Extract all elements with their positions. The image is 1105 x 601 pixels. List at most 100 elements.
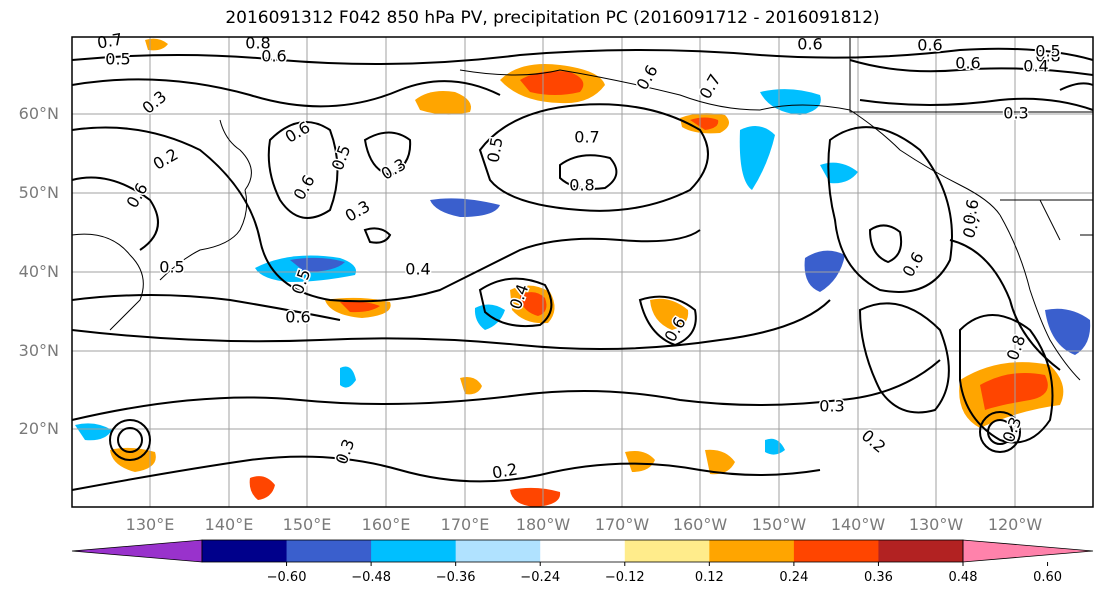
pv-contour — [478, 103, 709, 212]
lat-lon-grid — [72, 37, 1093, 507]
contour-label: 0.6 — [899, 249, 928, 281]
precip-positive-area — [145, 38, 168, 51]
contour-label: 0.3 — [378, 155, 410, 184]
pv-contour — [868, 224, 903, 264]
pv-contours — [71, 47, 1094, 491]
colorbar-segment — [709, 540, 795, 562]
pv-contour — [363, 131, 412, 177]
precip-positive-area — [340, 301, 380, 313]
precip-positive-area — [705, 449, 735, 475]
precip-positive-area — [980, 372, 1048, 410]
pv-contour — [117, 427, 143, 453]
contour-label: 0.6 — [123, 180, 152, 212]
contour-label: 0.3 — [342, 197, 374, 226]
coastline — [759, 104, 1001, 216]
contour-label: 0.3 — [139, 87, 171, 118]
colorbar-tick-label: 0.36 — [863, 570, 893, 585]
contour-label: 0.6 — [633, 62, 662, 94]
precip-positive-area — [520, 292, 547, 316]
precip-negative-area — [474, 304, 505, 330]
pv-contour — [559, 154, 618, 190]
longitude-label: 180°W — [515, 515, 571, 534]
pv-contour — [849, 59, 1094, 76]
pv-contour — [71, 176, 159, 251]
longitude-label: 120°W — [987, 515, 1043, 534]
contour-label: 0.6 — [797, 35, 822, 54]
colorbar-segment — [371, 540, 457, 562]
coastline — [459, 69, 761, 111]
pv-contour — [859, 97, 1094, 111]
contour-label: 0.6 — [290, 172, 319, 204]
colorbar-tick-label: 0.24 — [779, 570, 809, 585]
longitude-label: 170°W — [594, 515, 650, 534]
longitude-label: 160°E — [361, 515, 411, 534]
contour-label: 0.5 — [328, 142, 355, 172]
latitude-label: 20°N — [18, 419, 59, 438]
contour-label: 0.6 — [261, 47, 286, 66]
precip-positive-area — [460, 377, 482, 395]
contour-label: 0.8 — [1035, 47, 1060, 66]
pv-contour — [71, 47, 1094, 65]
longitude-label: 170°E — [440, 515, 490, 534]
colorbar-extend-low — [71, 539, 203, 563]
map-frame — [71, 36, 1094, 508]
pv-contour — [71, 126, 701, 303]
colorbar-segment — [202, 540, 288, 562]
precip-positive-area — [249, 476, 275, 500]
precip-negative-area — [340, 366, 356, 388]
coastline — [219, 119, 252, 191]
precip-positive-area — [690, 117, 719, 130]
contour-label: 0.5 — [1035, 42, 1060, 61]
colorbar-tick-label: 0.60 — [1033, 570, 1063, 585]
colorbar-tick-label: 0.12 — [694, 570, 724, 585]
precip-negative-area — [804, 250, 845, 292]
precip-positive-area — [650, 298, 689, 330]
contour-label: 0.4 — [405, 260, 430, 279]
precip-negative-area — [820, 162, 858, 184]
pv-contour — [71, 78, 501, 108]
chart-title: 2016091312 F042 850 hPa PV, precipitatio… — [225, 8, 880, 28]
latitude-label: 40°N — [18, 262, 59, 281]
coastline — [159, 189, 248, 281]
contour-label: 0.5 — [159, 258, 184, 277]
longitude-label: 140°W — [830, 515, 886, 534]
latitude-label: 50°N — [18, 183, 59, 202]
contour-label: 0.3 — [1003, 104, 1028, 123]
contour-label: 0.3 — [999, 414, 1026, 444]
coastlines — [71, 38, 1093, 381]
colorbar-outline — [201, 539, 964, 563]
contour-label: 0.6 — [285, 308, 310, 327]
contour-label: 0.5 — [483, 136, 506, 164]
colorbar-segment — [878, 540, 964, 562]
longitude-label: 150°W — [751, 515, 807, 534]
precip-negative-area — [760, 89, 821, 115]
pv-contour — [987, 419, 1013, 445]
contour-label: 0.8 — [569, 176, 594, 195]
colorbar-tick-label: −0.24 — [520, 570, 561, 585]
contour-label: 0.3 — [332, 436, 359, 466]
precip-negative-area — [739, 126, 775, 190]
colorbar-segment — [540, 540, 626, 562]
pv-contour — [827, 126, 953, 293]
pv-contour — [949, 239, 1061, 371]
pv-contour — [71, 455, 821, 491]
coastline — [849, 38, 1093, 113]
colorbar — [71, 539, 1094, 566]
contour-label: 0.4 — [1023, 57, 1048, 76]
contour-label: 0.2 — [150, 145, 182, 174]
precipitation-shading — [75, 38, 1091, 507]
longitude-label: 150°E — [282, 515, 332, 534]
contour-label: 0.2 — [491, 459, 519, 482]
contour-label: 0.6 — [955, 54, 980, 73]
coastline — [999, 214, 1081, 381]
colorbar-tick-label: −0.36 — [435, 570, 476, 585]
precip-negative-area — [75, 423, 112, 441]
colorbar-segment — [793, 540, 879, 562]
precip-positive-area — [625, 451, 655, 472]
longitude-label: 160°W — [672, 515, 728, 534]
pv-contour — [1059, 82, 1094, 91]
contour-label: 0.3 — [819, 397, 844, 416]
pv-contour — [267, 121, 339, 219]
precip-positive-area — [510, 487, 561, 507]
